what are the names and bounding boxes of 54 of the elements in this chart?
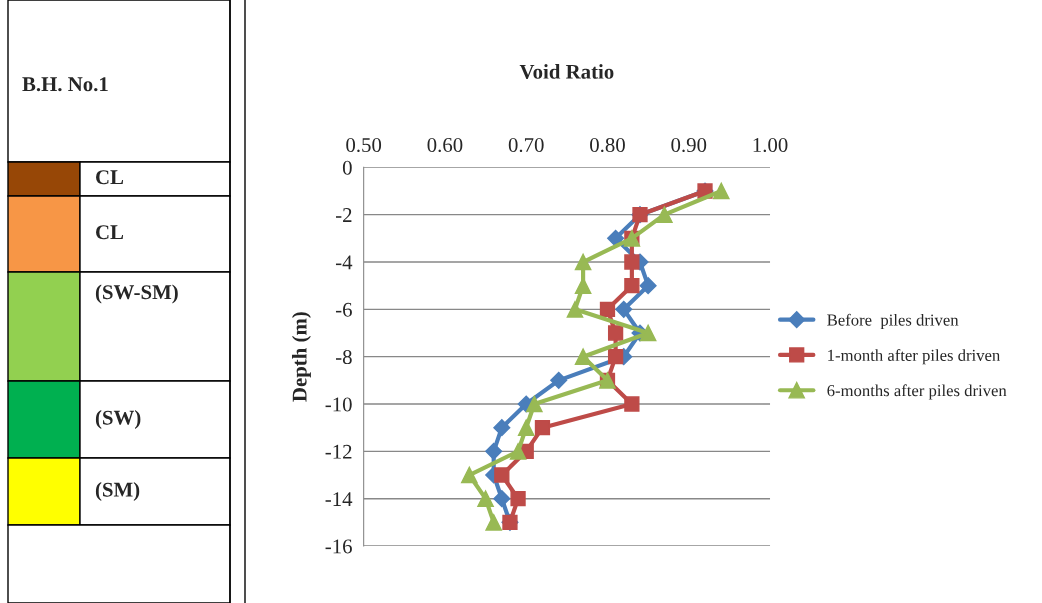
point: [493, 419, 511, 437]
y-tick-label: -16: [325, 539, 352, 554]
legend-label: 1-month after piles driven: [828, 349, 1001, 365]
point: [517, 419, 535, 437]
point: [607, 349, 624, 365]
y-tick-label: -8: [335, 350, 352, 365]
y-axis-title: Depth (m): [291, 312, 311, 402]
point: [599, 301, 616, 317]
x-tick-label: 0.70: [508, 137, 544, 153]
point: [615, 300, 633, 318]
text: CL: [96, 225, 124, 240]
point: [510, 491, 526, 507]
y-tick-label: -14: [325, 492, 353, 506]
x-tick-label: 0.60: [427, 137, 463, 153]
text: (SW-SM): [95, 284, 178, 304]
point: [574, 253, 592, 271]
point: [607, 229, 625, 247]
text: (SM): [95, 482, 140, 501]
point: [493, 490, 511, 508]
text: B.H. No.1: [22, 77, 108, 92]
point: [485, 514, 503, 531]
y-tick-label: 0: [342, 160, 352, 175]
point: [494, 467, 510, 483]
point: [477, 490, 494, 508]
legend-label: 6-months after piles driven: [827, 384, 1007, 400]
text: CL: [96, 170, 124, 185]
y-tick-label: -12: [325, 444, 352, 459]
point: [624, 254, 640, 270]
legend-label: Before piles driven: [827, 313, 959, 330]
point: [509, 443, 527, 460]
x-tick-label: 0.80: [590, 137, 625, 153]
y-tick-label: -10: [325, 397, 352, 412]
text: (SW): [95, 410, 141, 429]
point: [550, 371, 568, 389]
point: [639, 277, 657, 295]
y-tick-label: -6: [335, 302, 352, 317]
point: [712, 182, 730, 200]
x-tick-label: 1.00: [753, 137, 788, 153]
point: [526, 395, 543, 413]
y-tick-label: -4: [335, 255, 353, 270]
point: [639, 324, 657, 342]
point: [485, 442, 503, 460]
x-tick-label: 0.90: [671, 137, 707, 153]
y-tick-label: -2: [335, 208, 352, 222]
point: [624, 396, 640, 412]
point: [566, 301, 584, 318]
point: [656, 206, 673, 224]
point: [574, 348, 592, 366]
point: [534, 420, 551, 436]
x-tick-label: 0.50: [346, 137, 382, 153]
chart-title: Void Ratio: [519, 64, 614, 79]
point: [624, 278, 640, 294]
point: [607, 325, 624, 341]
point: [460, 466, 478, 484]
